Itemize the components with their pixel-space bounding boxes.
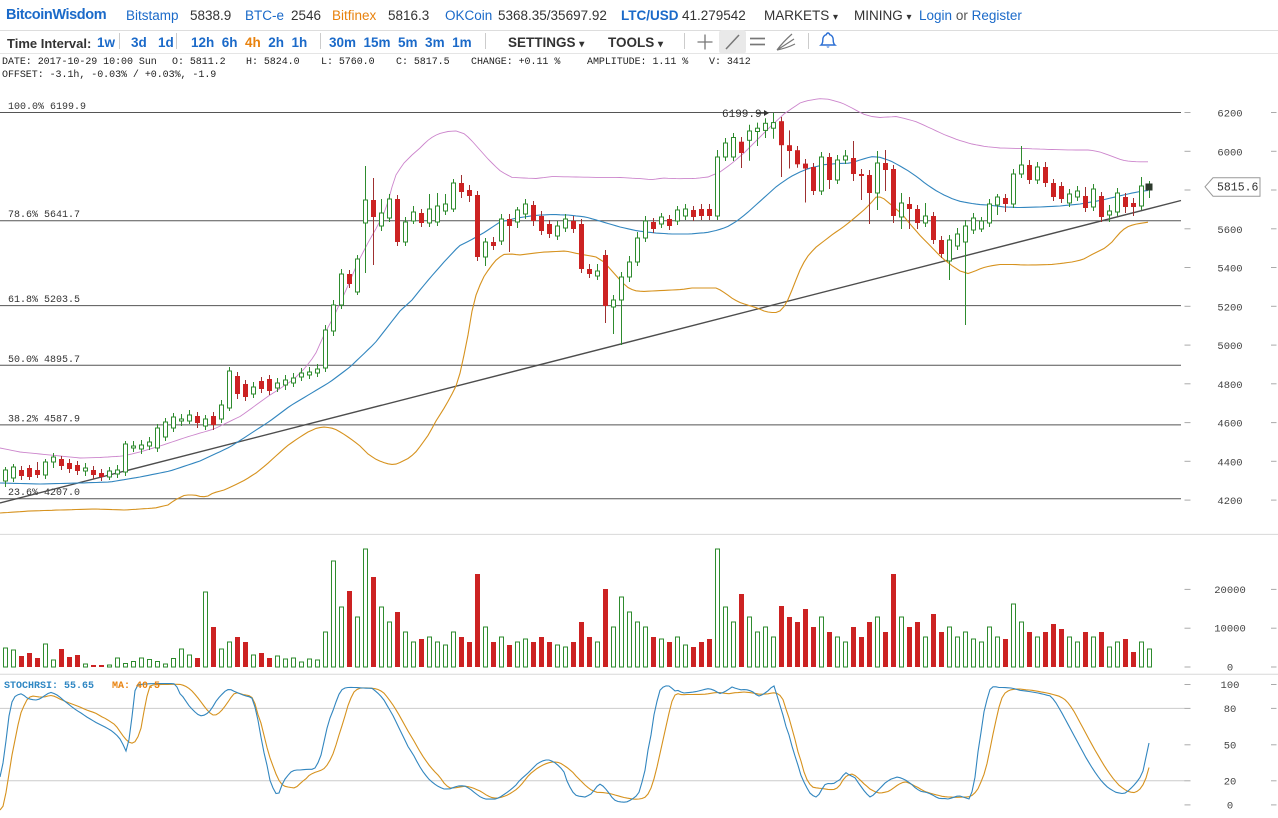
svg-text:6000: 6000 bbox=[1217, 147, 1242, 159]
svg-text:100: 100 bbox=[1221, 680, 1240, 692]
svg-text:4600: 4600 bbox=[1217, 419, 1242, 431]
svg-text:4800: 4800 bbox=[1217, 380, 1242, 392]
svg-text:10000: 10000 bbox=[1214, 624, 1246, 636]
svg-text:STOCHRSI: 55.65: STOCHRSI: 55.65 bbox=[4, 681, 94, 692]
svg-text:23.6% 4207.0: 23.6% 4207.0 bbox=[8, 488, 80, 499]
svg-text:20: 20 bbox=[1224, 776, 1237, 788]
svg-text:61.8% 5203.5: 61.8% 5203.5 bbox=[8, 295, 80, 306]
svg-text:50: 50 bbox=[1224, 740, 1237, 752]
svg-text:5200: 5200 bbox=[1217, 302, 1242, 314]
svg-text:100.0% 6199.9: 100.0% 6199.9 bbox=[8, 102, 86, 113]
svg-text:20000: 20000 bbox=[1214, 585, 1246, 597]
svg-text:6200: 6200 bbox=[1217, 109, 1242, 121]
svg-text:38.2% 4587.9: 38.2% 4587.9 bbox=[8, 414, 80, 425]
svg-text:80: 80 bbox=[1224, 704, 1237, 716]
svg-text:6199.9: 6199.9 bbox=[722, 109, 762, 121]
svg-text:4200: 4200 bbox=[1217, 496, 1242, 508]
svg-text:0: 0 bbox=[1227, 663, 1233, 675]
svg-text:4400: 4400 bbox=[1217, 457, 1242, 469]
svg-text:78.6% 5641.7: 78.6% 5641.7 bbox=[8, 210, 80, 221]
svg-text:50.0% 4895.7: 50.0% 4895.7 bbox=[8, 355, 80, 366]
svg-text:5815.6: 5815.6 bbox=[1217, 182, 1259, 195]
svg-text:5400: 5400 bbox=[1217, 264, 1242, 276]
svg-text:MA: 40.5: MA: 40.5 bbox=[112, 681, 160, 692]
svg-text:5000: 5000 bbox=[1217, 341, 1242, 353]
svg-text:5600: 5600 bbox=[1217, 225, 1242, 237]
svg-text:0: 0 bbox=[1227, 800, 1233, 812]
